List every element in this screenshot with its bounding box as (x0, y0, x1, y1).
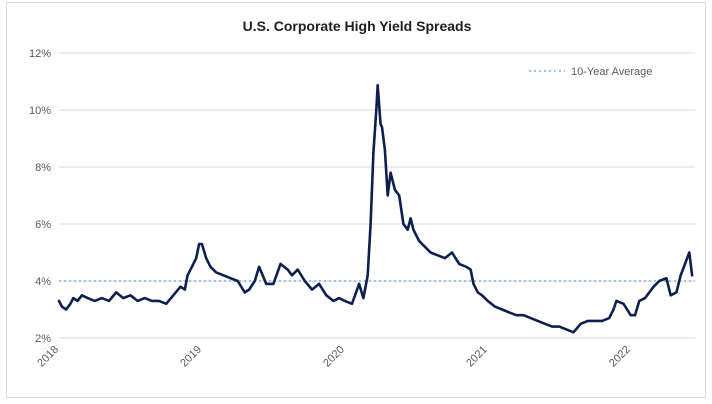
legend-label-average: 10-Year Average (571, 66, 652, 78)
y-tick-label: 6% (35, 219, 51, 231)
x-tick-label: 2021 (464, 344, 490, 370)
y-tick-label: 2% (35, 333, 51, 345)
x-tick-label: 2022 (607, 344, 633, 370)
x-tick-label: 2020 (321, 344, 347, 370)
y-tick-label: 12% (29, 48, 51, 60)
y-tick-label: 4% (35, 276, 51, 288)
y-tick-label: 10% (29, 105, 51, 117)
spread-chart: U.S. Corporate High Yield Spreads 2% 4% 6%… (29, 18, 695, 370)
y-axis: 2% 4% 6% 8% 10% 12% (29, 48, 51, 345)
x-tick-label: 2019 (178, 344, 204, 370)
x-axis: 2018 2019 2020 2021 2022 (35, 344, 632, 370)
x-tick-label: 2018 (35, 344, 61, 370)
series-line-0 (57, 83, 694, 334)
legend: 10-Year Average (529, 66, 652, 78)
series-layer (57, 83, 694, 334)
y-tick-label: 8% (35, 162, 51, 174)
chart-frame: U.S. Corporate High Yield Spreads 2% 4% 6%… (6, 2, 706, 398)
chart-title: U.S. Corporate High Yield Spreads (243, 18, 472, 34)
